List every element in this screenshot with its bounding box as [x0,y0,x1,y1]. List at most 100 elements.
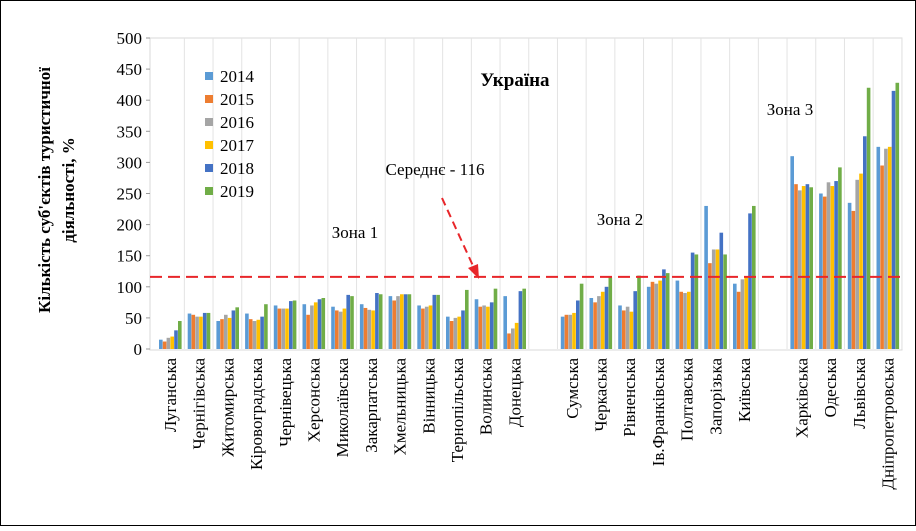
legend-swatch [205,164,213,172]
bar [801,186,806,349]
bar [863,136,867,349]
bar [216,321,220,349]
y-tick-label: 0 [134,340,143,359]
bar [604,286,609,349]
bar [335,310,339,349]
bar [589,297,594,349]
x-tick-label: Житомирська [218,358,237,457]
bar [273,305,278,349]
bar [597,296,601,349]
bar [224,314,228,349]
bar [866,87,871,349]
legend-swatch [205,187,213,195]
bar [359,304,364,349]
bar [593,302,597,349]
bar [887,146,892,349]
bar [851,210,856,349]
bar [424,306,429,349]
bar [679,291,683,349]
bar [675,280,680,349]
bar [715,249,720,349]
legend-swatch [205,141,213,149]
bar [704,205,708,349]
y-tick-label: 250 [117,185,143,204]
bar [579,283,584,349]
bar [478,306,483,349]
arrow-head [468,264,479,279]
bar [822,196,827,349]
y-tick-label: 150 [117,247,143,266]
bar [248,319,253,349]
bar [493,288,498,349]
bar [310,305,314,349]
x-tick-label: Донецька [505,358,524,428]
x-tick-label: Хмельницька [391,358,410,456]
y-tick-label: 300 [117,153,143,172]
bar [396,296,400,349]
bar [719,232,724,349]
bar [518,291,523,349]
y-tick-label: 100 [117,278,143,297]
bar [289,301,293,349]
legend-label: 2014 [220,67,255,86]
bar [392,300,396,349]
bar [432,294,437,349]
annotation: Зона 3 [767,100,813,119]
legend-label: 2015 [220,90,254,109]
bar [449,321,454,349]
bar [805,184,810,349]
x-tick-label: Луганська [161,358,180,433]
x-tick-label: Рівненська [620,358,639,437]
bar [457,316,461,349]
bar [235,307,239,349]
x-tick-label: Тернопільська [448,358,467,463]
annotation: Середнє - 116 [386,160,485,179]
legend-label: 2017 [220,136,255,155]
bar [191,314,196,349]
bar [625,306,630,349]
bar [687,291,691,349]
x-tick-label: Полтавська [678,358,697,441]
legend-label: 2019 [220,182,254,201]
bar [417,305,421,349]
legend-label: 2016 [220,113,254,132]
x-tick-label: Херсонська [305,358,324,443]
y-tick-label: 50 [125,309,142,328]
bar [159,339,163,349]
bar [199,316,203,349]
bar [367,309,372,349]
x-tick-label: Чернівецька [276,358,295,447]
bar [187,313,192,349]
bar [633,291,637,349]
bar [891,90,896,350]
bar [748,213,752,349]
bar [514,322,519,349]
bar [331,306,335,349]
bar [819,193,823,349]
bar [428,305,433,349]
bar [231,310,236,349]
bar [264,304,268,349]
bar [694,254,699,349]
bar [170,336,174,349]
bar [220,319,224,349]
legend-swatch [205,118,213,126]
bar [662,269,666,349]
bar [572,312,576,349]
x-tick-label: Черкаська [592,358,611,432]
bar [576,300,580,349]
y-tick-label: 200 [117,216,143,235]
bar [884,148,888,349]
chart-title: Україна [480,70,550,91]
bar [306,314,310,349]
y-axis-label: діяльності, % [59,137,78,242]
bar [658,280,662,349]
y-tick-label: 450 [117,60,143,79]
bar [400,294,404,349]
legend-swatch [205,72,213,80]
bar [683,293,687,349]
bar [723,254,727,349]
bar [474,299,479,349]
bar [461,310,465,349]
